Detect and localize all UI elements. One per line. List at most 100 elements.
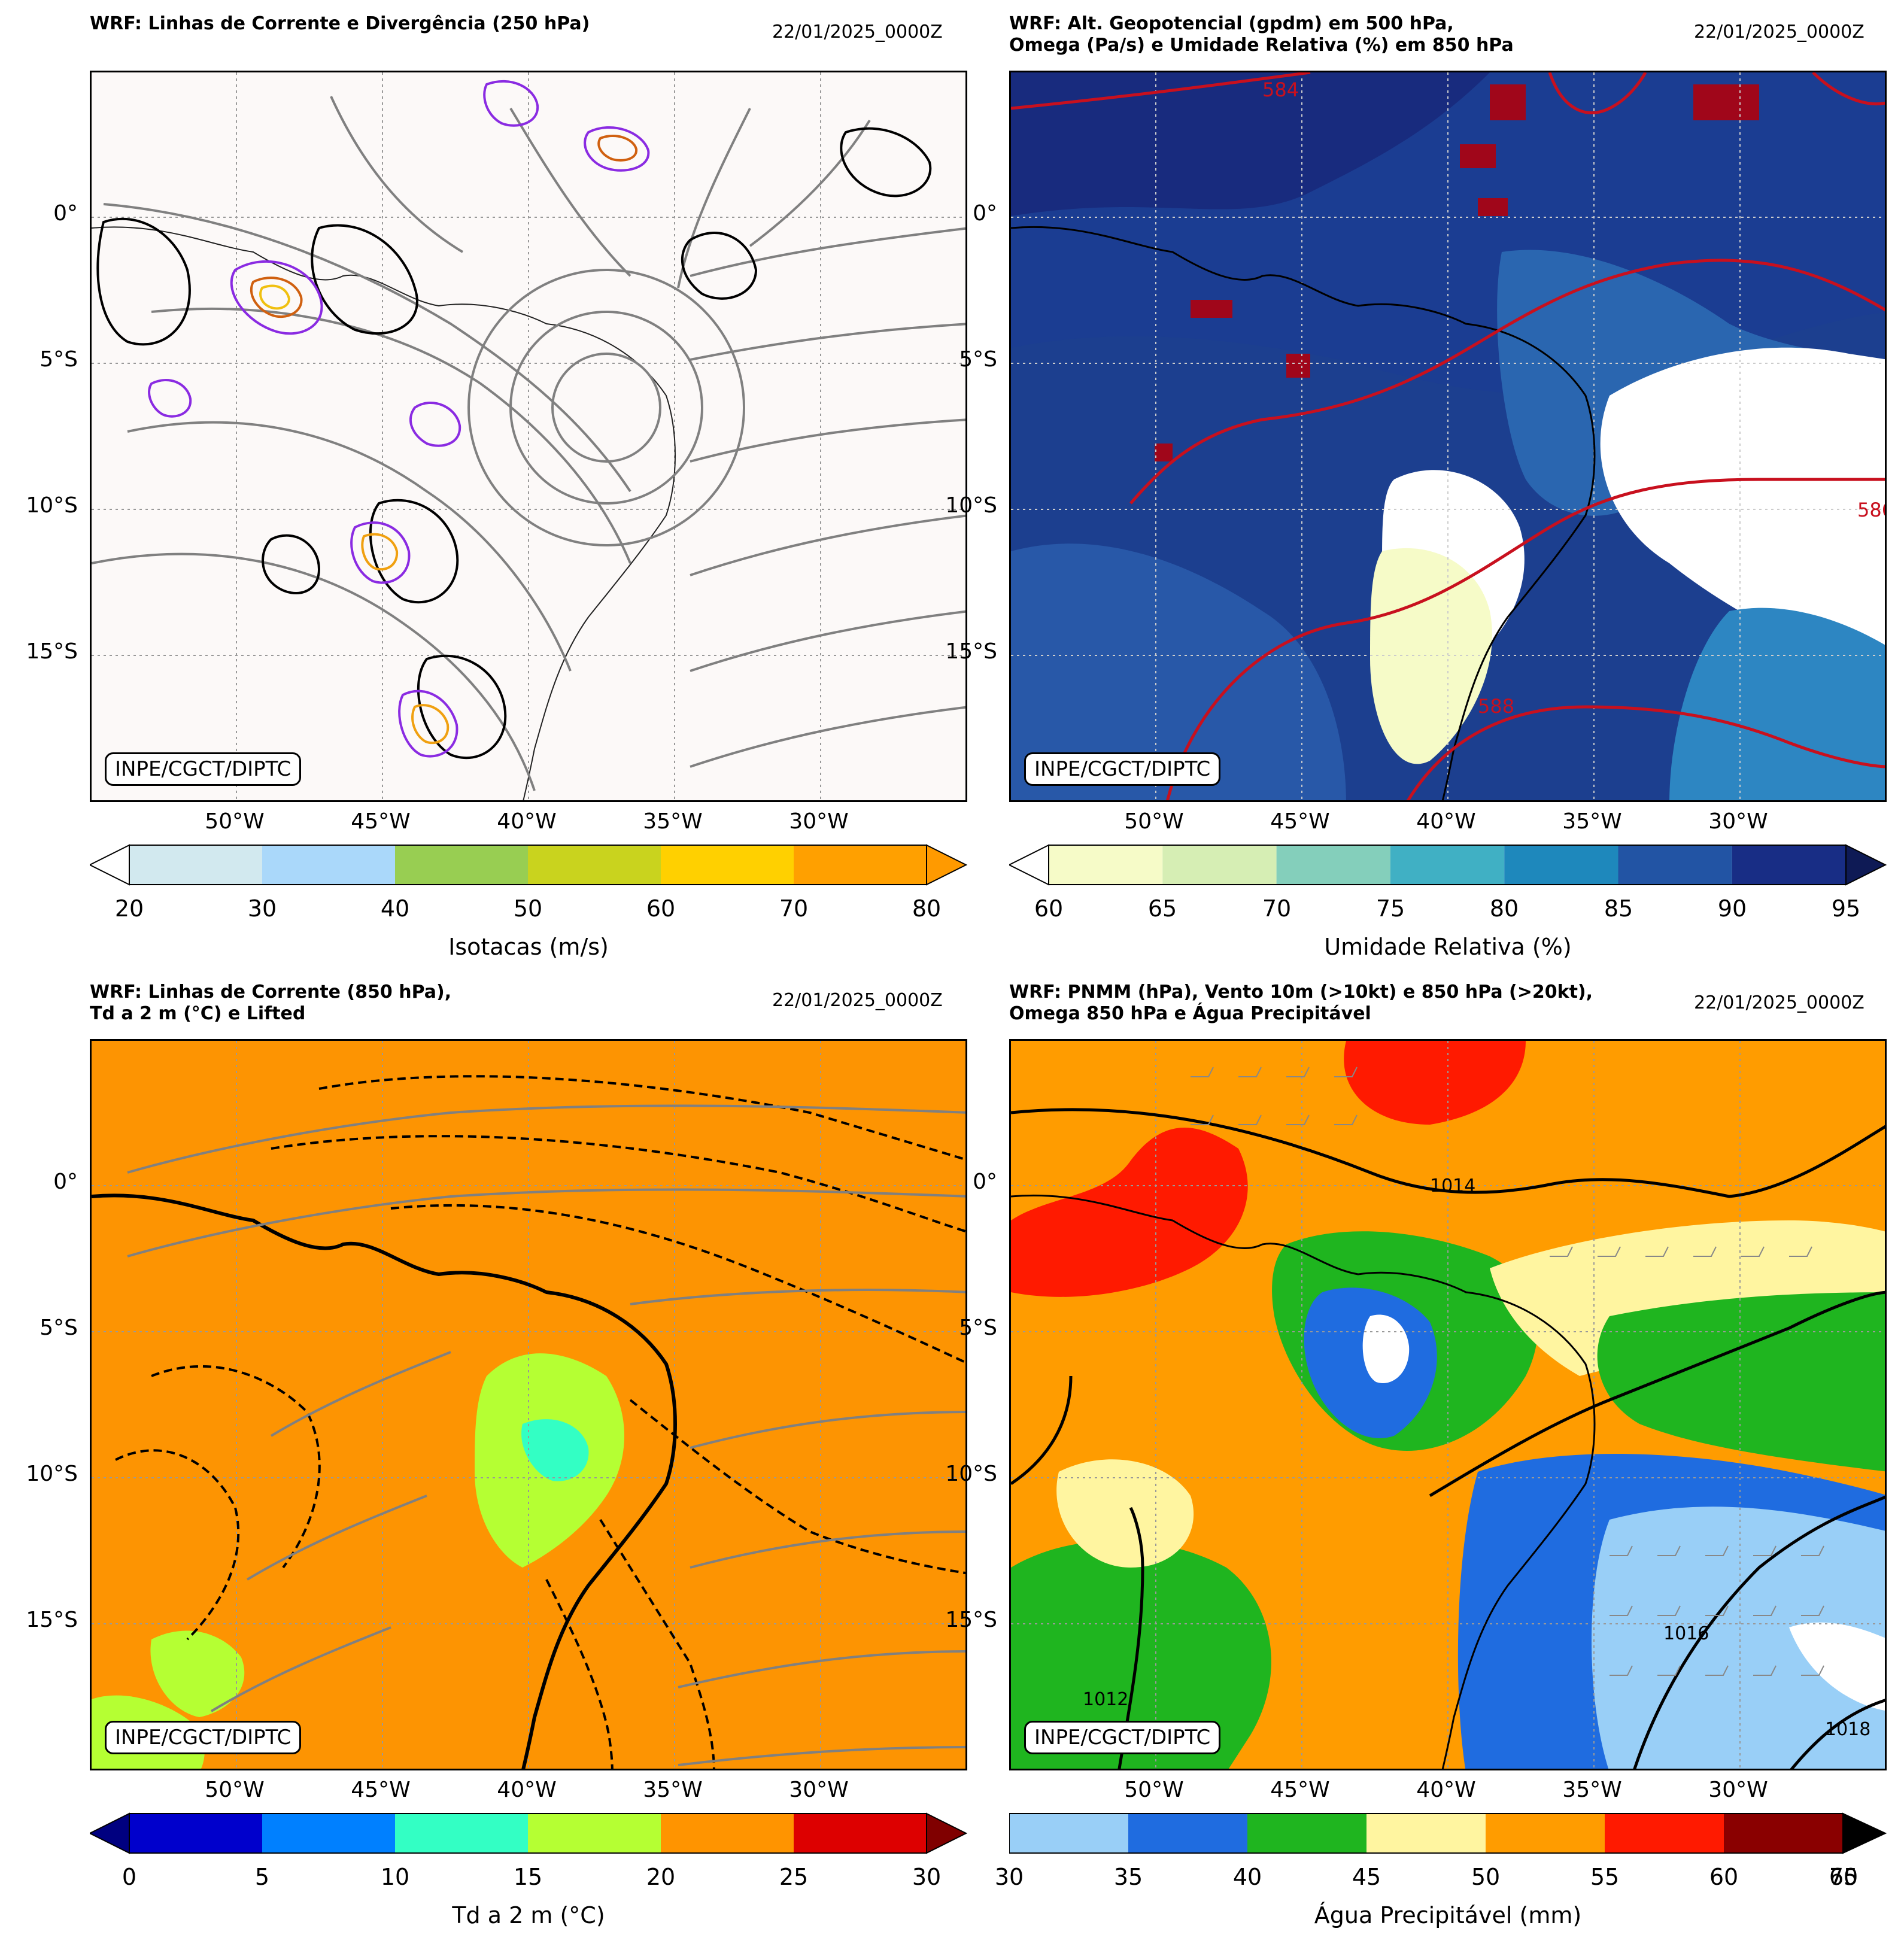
- wind-barbs: [1191, 1067, 1824, 1676]
- colorbar: [88, 1812, 968, 1854]
- colorbar-bin-10: [395, 1814, 528, 1853]
- divergence-maxima: [148, 80, 650, 758]
- colorbar-tick: 35: [1113, 1864, 1143, 1890]
- panel-date: 22/01/2025_0000Z: [772, 990, 943, 1011]
- map-canvas: 586 588 584: [1011, 72, 1885, 800]
- colorbar-tick: 0: [122, 1864, 137, 1890]
- colorbar-svg: [1007, 844, 1887, 886]
- colorbar-under: [88, 844, 130, 886]
- colorbar-bin-40: [1247, 1814, 1366, 1853]
- colorbar-tick: 80: [912, 895, 942, 922]
- lon-label-45w: 45°W: [1270, 809, 1330, 834]
- colorbar-tick: 5: [254, 1864, 270, 1890]
- colorbar-bin-60: [1049, 845, 1163, 885]
- lon-label-50w: 50°W: [1124, 809, 1184, 834]
- geopotential-contours: [1011, 72, 1885, 800]
- lon-label-35w: 35°W: [1562, 1778, 1622, 1802]
- colorbar-tick: 20: [114, 895, 144, 922]
- isobar-label: 1012: [1083, 1689, 1128, 1710]
- colorbar-bin-85: [1618, 845, 1732, 885]
- colorbar-bin-20: [661, 1814, 794, 1853]
- colorbar-tick: 65: [1829, 1864, 1859, 1890]
- map-canvas: [92, 72, 965, 800]
- panel-date: 22/01/2025_0000Z: [772, 22, 943, 42]
- pw-zone-30-35: [1592, 1506, 1885, 1769]
- colorbar-under: [1007, 844, 1049, 886]
- colorbar: [1007, 844, 1887, 886]
- dewpoint-zone-10-15: [521, 1419, 589, 1481]
- colorbar-tick: 20: [646, 1864, 676, 1890]
- colorbar: [88, 844, 968, 886]
- coastline: [1011, 226, 1596, 800]
- colorbar-tick: 10: [380, 1864, 410, 1890]
- colorbar: [1009, 1812, 1887, 1854]
- map-frame: INPE/CGCT/DIPTC: [90, 1039, 967, 1770]
- lon-label-35w: 35°W: [1562, 809, 1622, 834]
- lon-label-40w: 40°W: [497, 1778, 557, 1802]
- lon-label-45w: 45°W: [351, 1778, 411, 1802]
- colorbar-tick: 60: [1034, 895, 1064, 922]
- pw-zone-below-30-land: [1362, 1314, 1410, 1383]
- colorbar-bin-60: [1724, 1814, 1843, 1853]
- colorbar-bin-30: [262, 845, 395, 885]
- humidity-zone-60-65: [1370, 548, 1492, 764]
- colorbar-tick: 95: [1831, 895, 1861, 922]
- humidity-zone-75-80: [1669, 608, 1885, 800]
- colorbar-bin-40: [395, 845, 528, 885]
- isobar-label: 1014: [1430, 1176, 1475, 1196]
- colorbar-bin-50: [1486, 1814, 1605, 1853]
- colorbar-svg: [1009, 1812, 1887, 1854]
- colorbar-bin-30: [1009, 1814, 1128, 1853]
- colorbar-bin-70: [794, 845, 927, 885]
- lat-label-15s: 15°S: [26, 1608, 78, 1632]
- colorbar-tick: 75: [1375, 895, 1405, 922]
- lon-label-40w: 40°W: [1416, 809, 1476, 834]
- colorbar-label: Isotacas (m/s): [448, 934, 609, 960]
- colorbar-tick: 85: [1604, 895, 1633, 922]
- lon-label-30w: 30°W: [789, 1778, 849, 1802]
- gridlines: [92, 72, 965, 800]
- credit-badge: INPE/CGCT/DIPTC: [1024, 752, 1221, 786]
- lat-label-5s: 5°S: [40, 1316, 78, 1340]
- colorbar-tick: 50: [1471, 1864, 1501, 1890]
- colorbar-bin-60: [661, 845, 794, 885]
- map-background: [92, 72, 965, 800]
- map-frame: INPE/CGCT/DIPTC: [90, 71, 967, 802]
- colorbar-tick-end: 70: [1829, 1864, 1859, 1890]
- gridlines: [92, 1041, 965, 1769]
- lat-label-0: 0°: [973, 201, 997, 226]
- colorbar-tick: 45: [1352, 1864, 1381, 1890]
- lon-label-40w: 40°W: [1416, 1778, 1476, 1802]
- lat-label-15s: 15°S: [945, 1608, 997, 1632]
- colorbar-label: Água Precipitável (mm): [1314, 1902, 1582, 1928]
- colorbar-svg: [88, 844, 968, 886]
- colorbar-bin-25: [794, 1814, 927, 1853]
- lat-label-5s: 5°S: [959, 1316, 997, 1340]
- lat-label-0: 0°: [973, 1170, 997, 1194]
- lon-label-45w: 45°W: [1270, 1778, 1330, 1802]
- colorbar-tick: 65: [1147, 895, 1177, 922]
- colorbar-bin-55: [1605, 1814, 1724, 1853]
- map-frame: 1014 1012 1016 1018 INPE/CGCT/DIPTC: [1009, 1039, 1887, 1770]
- lat-label-15s: 15°S: [26, 639, 78, 664]
- panel-title: WRF: Alt. Geopotencial (gpdm) em 500 hPa…: [1009, 13, 1514, 56]
- humidity-zone-south: [1011, 543, 1346, 800]
- colorbar-bin-80: [1504, 845, 1618, 885]
- pw-zone-40-45-east: [1597, 1292, 1885, 1472]
- dewpoint-zone-south: [150, 1630, 245, 1717]
- colorbar-tick: 80: [1489, 895, 1519, 922]
- colorbar-tick: 55: [1590, 1864, 1620, 1890]
- omega-rising: [1155, 84, 1759, 461]
- colorbar-tick: 40: [380, 895, 410, 922]
- panel-date: 22/01/2025_0000Z: [1694, 992, 1864, 1013]
- map-canvas: [92, 1041, 965, 1769]
- credit-badge: INPE/CGCT/DIPTC: [105, 1721, 302, 1754]
- colorbar-tick: 30: [247, 895, 277, 922]
- lon-label-50w: 50°W: [1124, 1778, 1184, 1802]
- pw-zone-55-60-north: [1344, 1041, 1526, 1125]
- colorbar-tick: 70: [1262, 895, 1292, 922]
- lat-label-5s: 5°S: [40, 347, 78, 372]
- contour-label: 588: [1478, 695, 1514, 718]
- lon-label-35w: 35°W: [643, 809, 703, 834]
- lat-label-10s: 10°S: [26, 493, 78, 518]
